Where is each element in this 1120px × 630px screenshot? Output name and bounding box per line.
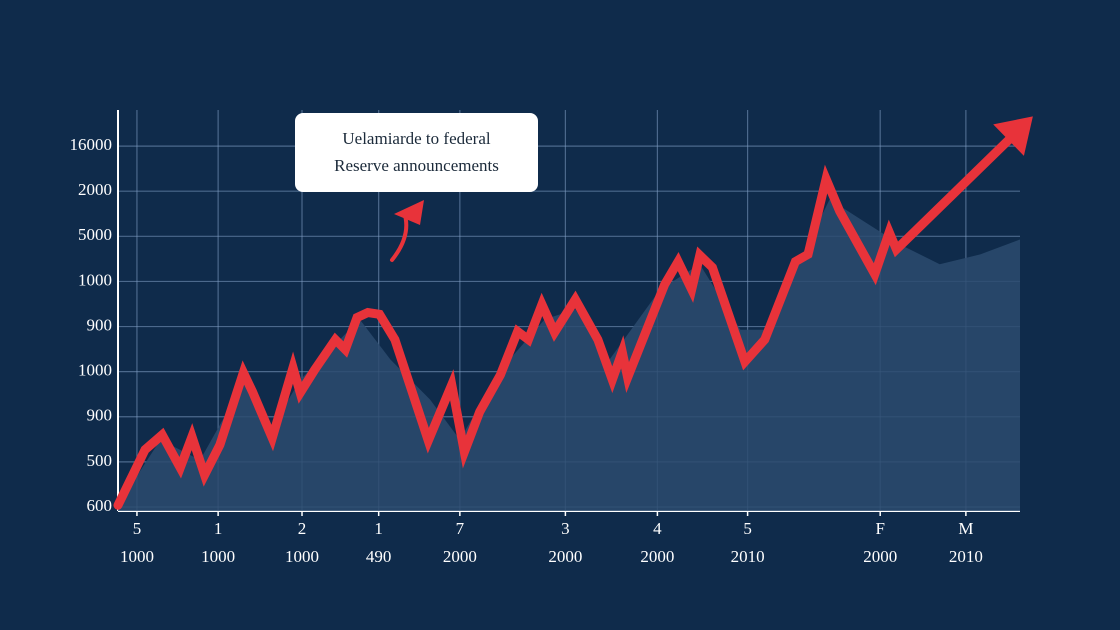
x-tick-label: 3 2000 [548,519,583,566]
y-tick-label: 600 [87,496,113,515]
y-tick-label: 500 [87,451,113,470]
y-tick-label: 1000 [78,270,112,289]
x-tick-label: 7 2000 [442,519,477,566]
x-tick-label: 5 1000 [119,519,154,566]
arrowhead [993,116,1033,156]
x-tick-label: 2 1000 [285,519,319,566]
y-tick-label: 1000 [78,361,112,380]
line [113,124,1025,510]
y-tick-label: 5000 [78,225,112,244]
y-tick-label: 16000 [70,135,113,154]
x-tick-label: F 2000 [863,519,898,566]
x-tick-label: 1 1000 [201,519,236,566]
annotation: Uelamiarde to federal Reserve announceme… [295,113,538,192]
y-tick-label: 2000 [78,180,112,199]
x-tick-label: 4 2000 [640,519,675,566]
note-arrow-head [394,200,424,225]
area [118,199,1020,511]
y-tick-label: 900 [87,315,113,334]
x-tick-label: M 2010 [948,519,983,566]
x-tick-label: 1 490 [365,519,392,566]
y-tick-label: 900 [87,406,113,425]
x-tick-label: 5 2010 [730,519,765,566]
